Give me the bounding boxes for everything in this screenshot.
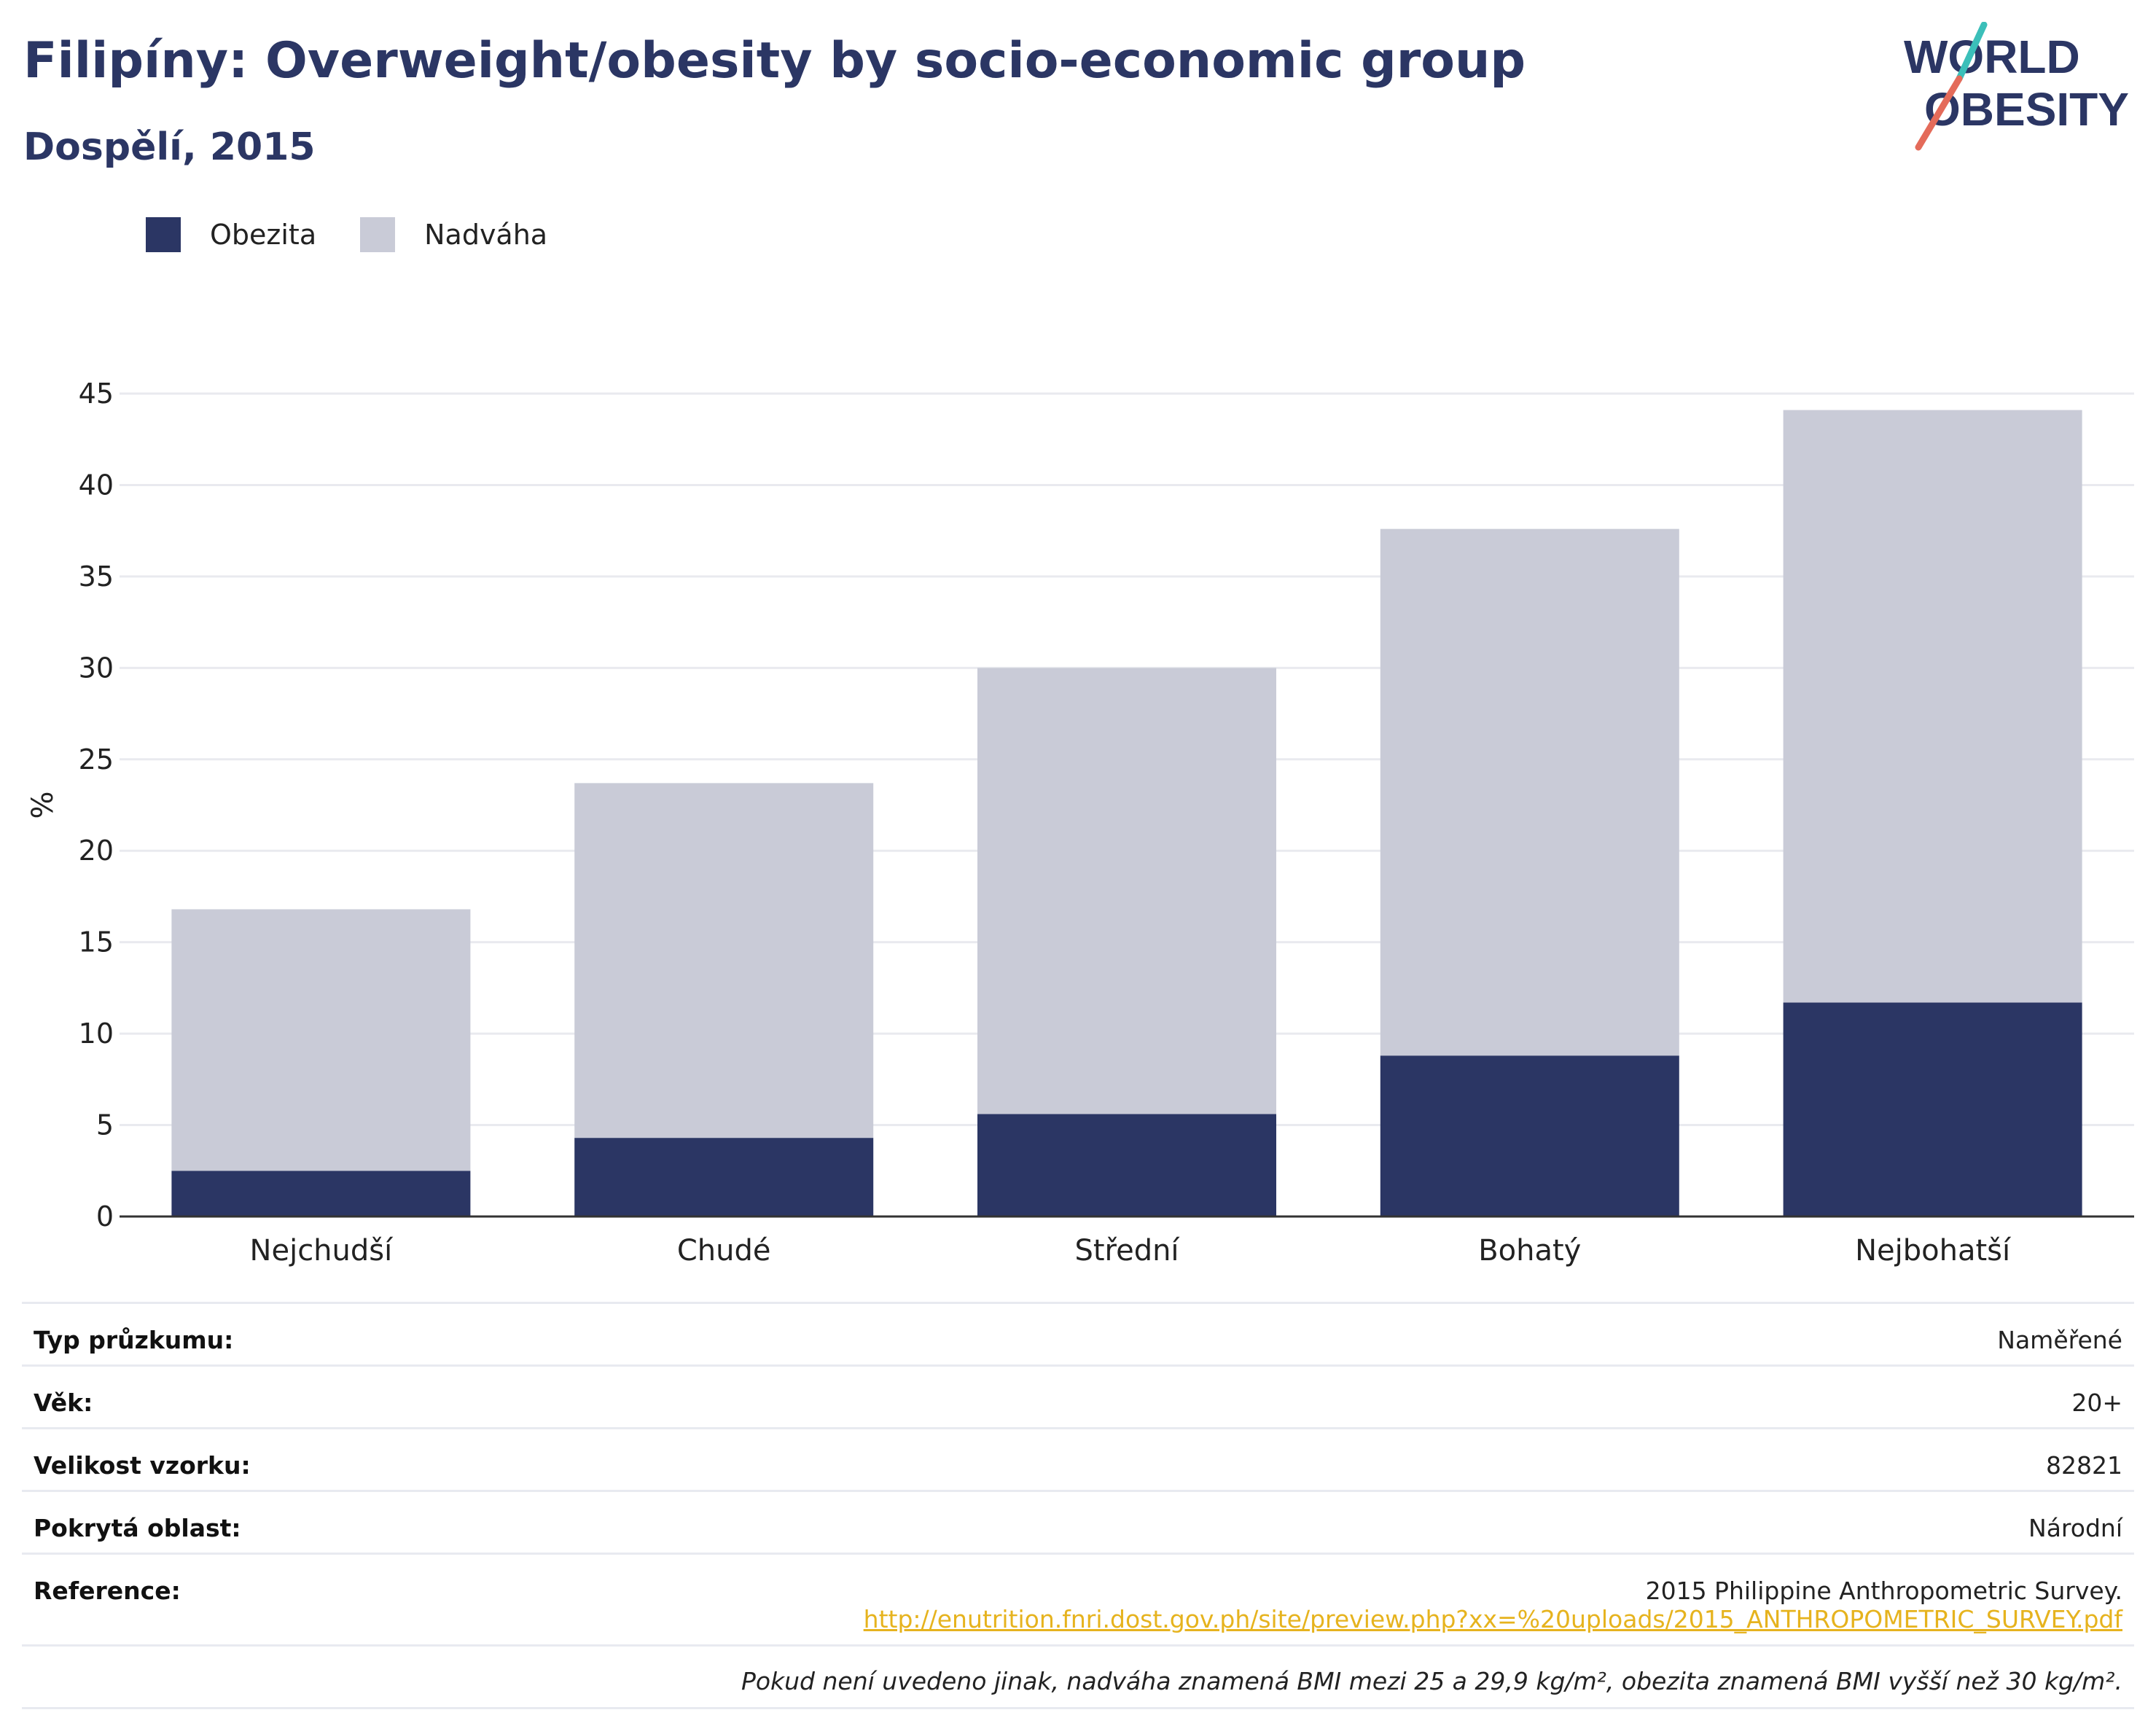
reference-link[interactable]: http://enutrition.fnri.dost.gov.ph/site/… bbox=[863, 1605, 2122, 1633]
legend-swatch-overweight bbox=[360, 217, 396, 252]
legend: Obezita Nadváha bbox=[146, 217, 591, 252]
page-subtitle: Dospělí, 2015 bbox=[23, 125, 316, 169]
y-tick-label: 5 bbox=[96, 1109, 114, 1141]
x-tick-label: Bohatý bbox=[1478, 1234, 1581, 1268]
y-axis-label: % bbox=[26, 791, 60, 819]
y-tick-label: 25 bbox=[79, 743, 114, 776]
info-row-age: Věk: 20+ bbox=[22, 1364, 2134, 1427]
y-tick-label: 45 bbox=[79, 378, 114, 410]
y-tick-label: 35 bbox=[79, 561, 114, 593]
bar-overweight[interactable] bbox=[1783, 410, 2082, 1003]
x-tick-label: Chudé bbox=[677, 1234, 771, 1268]
y-tick-label: 15 bbox=[79, 926, 114, 958]
world-obesity-logo: WORLD OBESITY bbox=[1904, 22, 2129, 151]
bar-overweight[interactable] bbox=[171, 909, 471, 1171]
logo-line2: OBESITY bbox=[1924, 83, 2129, 136]
info-value: Národní bbox=[2028, 1514, 2122, 1542]
bar-chart: 0 5 10 15 20 25 30 35 40 45% Nejchudší Chudé Střední… bbox=[26, 378, 2134, 1268]
bar-overweight[interactable] bbox=[977, 668, 1276, 1114]
info-row-area: Pokrytá oblast: Národní bbox=[22, 1490, 2134, 1553]
legend-label-overweight: Nadváha bbox=[424, 219, 548, 251]
x-tick-label: Nejchudší bbox=[250, 1234, 394, 1268]
info-label: Věk: bbox=[34, 1389, 93, 1417]
bar-obesity[interactable] bbox=[574, 1138, 874, 1216]
legend-label-obesity: Obezita bbox=[210, 219, 317, 251]
info-value: 20+ bbox=[2071, 1389, 2122, 1417]
info-row-survey-type: Typ průzkumu: Naměřené bbox=[22, 1302, 2134, 1364]
logo-slash-teal bbox=[1956, 22, 1988, 82]
y-tick-label: 30 bbox=[79, 652, 114, 684]
info-label: Reference: bbox=[34, 1577, 181, 1605]
y-tick-label: 0 bbox=[96, 1200, 114, 1233]
legend-swatch-obesity bbox=[146, 217, 181, 252]
info-value: 2015 Philippine Anthropometric Survey. h… bbox=[864, 1577, 2122, 1633]
y-tick-label: 20 bbox=[79, 835, 114, 867]
info-row-sample-size: Velikost vzorku: 82821 bbox=[22, 1427, 2134, 1490]
reference-text: 2015 Philippine Anthropometric Survey. bbox=[1645, 1577, 2122, 1605]
logo-slash-coral bbox=[1915, 75, 1963, 151]
info-label: Pokrytá oblast: bbox=[34, 1514, 241, 1542]
bar-overweight[interactable] bbox=[574, 783, 874, 1139]
info-label: Velikost vzorku: bbox=[34, 1451, 251, 1480]
legend-item-overweight[interactable]: Nadváha bbox=[360, 217, 547, 252]
logo-line1: WORLD bbox=[1904, 31, 2080, 83]
bar-obesity[interactable] bbox=[977, 1114, 1276, 1216]
legend-item-obesity[interactable]: Obezita bbox=[146, 217, 316, 252]
info-label: Typ průzkumu: bbox=[34, 1326, 234, 1354]
x-tick-label: Střední bbox=[1074, 1234, 1180, 1268]
bar-obesity[interactable] bbox=[171, 1171, 471, 1216]
y-tick-label: 40 bbox=[79, 469, 114, 501]
info-value: 82821 bbox=[2046, 1451, 2122, 1480]
info-row-reference: Reference: 2015 Philippine Anthropometri… bbox=[22, 1553, 2134, 1644]
bar-overweight[interactable] bbox=[1380, 528, 1679, 1056]
survey-info-table: Typ průzkumu: Naměřené Věk: 20+ Velikost… bbox=[22, 1302, 2134, 1709]
definition-note: Pokud není uvedeno jinak, nadváha znamen… bbox=[22, 1644, 2134, 1709]
info-value: Naměřené bbox=[1997, 1326, 2122, 1354]
page-title: Filipíny: Overweight/obesity by socio-ec… bbox=[23, 32, 1526, 90]
y-tick-label: 10 bbox=[79, 1018, 114, 1050]
x-tick-label: Nejbohatší bbox=[1855, 1234, 2012, 1268]
bar-obesity[interactable] bbox=[1380, 1055, 1679, 1216]
bar-obesity[interactable] bbox=[1783, 1002, 2082, 1216]
